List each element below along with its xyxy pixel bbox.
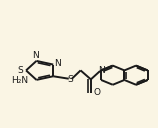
Text: O: O <box>94 88 101 97</box>
Text: S: S <box>18 66 23 75</box>
Text: H₂N: H₂N <box>11 76 28 85</box>
Text: N: N <box>33 51 39 60</box>
Text: N: N <box>54 59 61 68</box>
Text: N: N <box>98 66 104 75</box>
Text: S: S <box>67 75 73 84</box>
